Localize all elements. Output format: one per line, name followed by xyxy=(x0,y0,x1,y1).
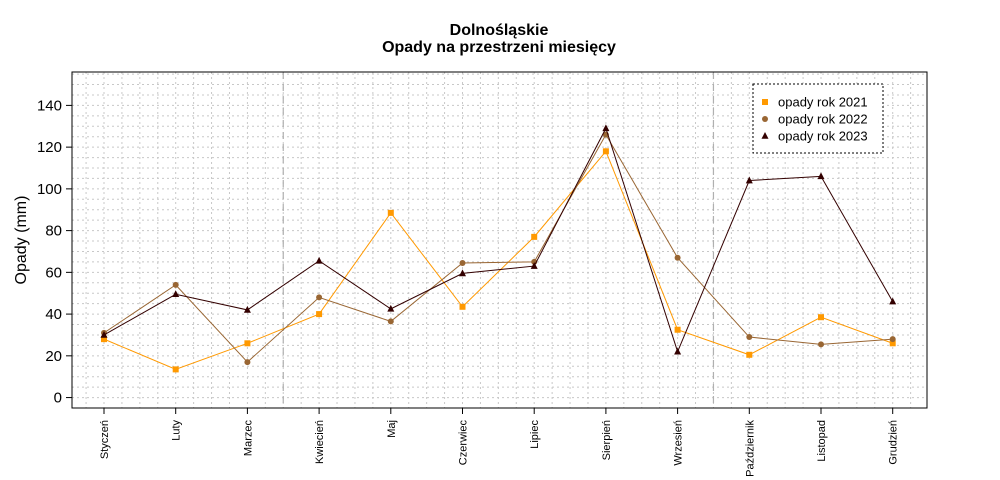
data-point xyxy=(674,347,682,355)
series-layer xyxy=(100,124,897,373)
data-point xyxy=(602,124,610,132)
data-point xyxy=(316,311,323,318)
data-point xyxy=(674,326,681,333)
data-point xyxy=(818,341,824,348)
data-point xyxy=(244,359,251,366)
x-tick-label: Wrzesień xyxy=(673,420,685,466)
legend-label: opady rok 2021 xyxy=(778,95,868,110)
x-tick-label: Sierpień xyxy=(601,420,613,460)
data-point xyxy=(101,336,107,343)
data-point xyxy=(889,340,896,347)
x-tick-label: Marzec xyxy=(242,420,254,457)
y-tick-label: 100 xyxy=(37,181,62,198)
data-point xyxy=(100,330,108,338)
y-tick-label: 120 xyxy=(37,139,62,156)
y-tick-label: 20 xyxy=(45,348,62,365)
reference-lines xyxy=(282,72,715,408)
y-tick-label: 140 xyxy=(37,97,62,114)
data-point xyxy=(172,281,179,288)
y-tick-label: 0 xyxy=(54,390,62,407)
data-point xyxy=(818,314,824,321)
legend-label: opady rok 2023 xyxy=(778,129,868,144)
x-tick-label: Listopad xyxy=(816,420,828,462)
data-point xyxy=(531,233,538,240)
data-point xyxy=(316,294,323,301)
data-point xyxy=(387,318,394,325)
y-tick-label: 80 xyxy=(45,223,62,240)
legend-marker xyxy=(762,116,768,122)
data-point xyxy=(817,172,825,180)
data-point xyxy=(530,262,538,269)
data-point xyxy=(315,256,323,264)
series-line xyxy=(103,133,893,363)
legend-marker xyxy=(761,132,769,139)
x-axis: Styczeń Luty Marzec Kwiecień Maj Czerwiec Lipi… xyxy=(99,408,900,477)
legend-box xyxy=(752,83,884,154)
x-tick-label: Październik xyxy=(744,420,756,477)
legend: opady rok 2021 opady rok 2022 opady rok 20… xyxy=(752,83,884,154)
plot-frame xyxy=(71,71,928,409)
data-point xyxy=(387,209,394,216)
data-point xyxy=(459,259,466,266)
series-3 xyxy=(100,124,897,355)
y-axis: 0 20 40 60 80 100 120 140 xyxy=(37,97,72,407)
data-point xyxy=(674,254,681,261)
data-point xyxy=(459,303,466,310)
x-tick-label: Maj xyxy=(386,420,398,438)
x-tick-label: Luty xyxy=(171,420,183,441)
series-1 xyxy=(101,148,896,373)
data-point xyxy=(459,269,466,277)
data-point xyxy=(746,334,753,341)
y-axis-label: Opady (mm) xyxy=(13,196,30,285)
data-point xyxy=(243,305,251,313)
series-line xyxy=(103,127,894,354)
data-point xyxy=(602,148,609,155)
x-tick-label: Kwiecień xyxy=(314,420,326,464)
data-point xyxy=(745,176,753,184)
chart-subtitle: Opady na przestrzeni miesięcy xyxy=(382,39,616,56)
chart-title: Dolnośląskie xyxy=(450,22,549,39)
y-tick-label: 60 xyxy=(45,264,62,281)
y-tick-label: 40 xyxy=(45,306,62,323)
x-tick-label: Czerwiec xyxy=(458,420,470,466)
x-tick-label: Grudzień xyxy=(888,420,900,465)
data-point xyxy=(244,340,251,347)
data-point xyxy=(889,297,897,305)
series-line xyxy=(103,150,893,370)
data-point xyxy=(889,336,896,343)
legend-label: opady rok 2022 xyxy=(778,112,868,127)
data-point xyxy=(172,290,180,298)
x-tick-label: Styczeń xyxy=(99,420,111,459)
data-point xyxy=(387,304,395,312)
data-point xyxy=(172,366,179,373)
x-tick-label: Lipiec xyxy=(529,420,541,449)
data-point xyxy=(746,351,753,358)
legend-marker xyxy=(762,99,768,105)
